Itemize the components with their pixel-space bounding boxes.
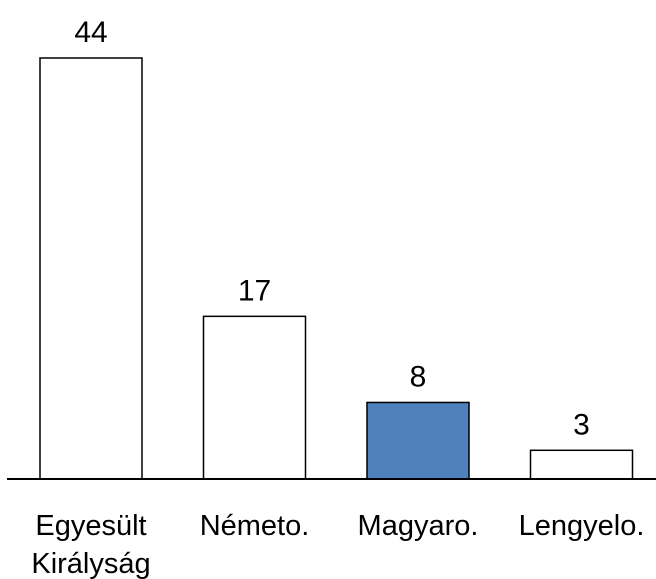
data-label-0: 44 — [74, 16, 107, 49]
category-label-2: Magyaro. — [358, 510, 479, 542]
category-label-0-line-0: Egyesült — [35, 510, 146, 542]
category-label-0-line-1: Királyság — [31, 548, 150, 579]
category-labels-layer: Egyesült Királyság Németo. Magyaro. Lengyelo… — [31, 510, 644, 579]
bar-1 — [202, 315, 307, 480]
bar-3 — [529, 449, 634, 480]
data-labels-layer: 44 17 8 3 — [74, 16, 590, 441]
category-label-3: Lengyelo. — [519, 510, 645, 542]
data-label-3: 3 — [573, 408, 590, 441]
data-label-2: 8 — [410, 360, 427, 393]
data-label-1: 17 — [238, 274, 271, 307]
bars-layer — [39, 57, 634, 480]
category-label-1: Németo. — [200, 510, 310, 542]
bar-0 — [39, 57, 143, 480]
bar-2 — [366, 401, 470, 480]
